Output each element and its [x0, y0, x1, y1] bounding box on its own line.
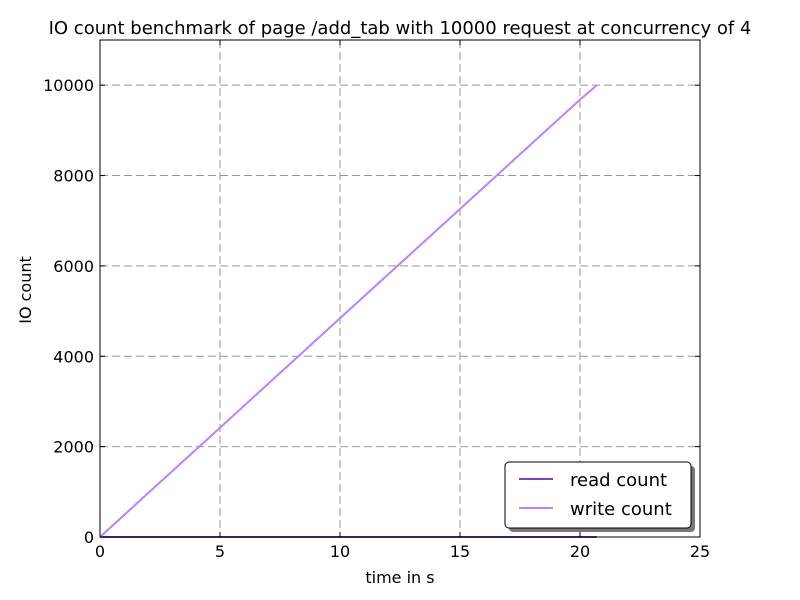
x-tick-label: 20: [570, 542, 590, 561]
plot-frame: [99, 39, 701, 538]
y-tick-label: 10000: [43, 76, 94, 95]
series-line-write-count: [99, 84, 598, 538]
legend-label-read-count: read count: [570, 470, 667, 491]
legend: read count write count: [504, 461, 695, 532]
y-tick-label: 0: [84, 528, 94, 547]
x-axis-label: time in s: [365, 568, 434, 587]
x-tick-label: 25: [690, 542, 710, 561]
grid: [100, 40, 700, 537]
chart-title: IO count benchmark of page /add_tab with…: [49, 18, 752, 39]
legend-label-write-count: write count: [570, 499, 672, 520]
x-tick-label: 15: [450, 542, 470, 561]
axis-ticks: 0 5 10 15 20 25 0 2000 4000 6000 8000 10000: [43, 40, 710, 561]
x-tick-label: 0: [95, 542, 105, 561]
x-tick-label: 5: [215, 542, 225, 561]
y-tick-label: 2000: [53, 438, 94, 457]
y-tick-label: 6000: [53, 257, 94, 276]
x-tick-label: 10: [330, 542, 350, 561]
y-tick-label: 8000: [53, 167, 94, 186]
y-axis-label: IO count: [16, 256, 35, 324]
y-tick-label: 4000: [53, 347, 94, 366]
